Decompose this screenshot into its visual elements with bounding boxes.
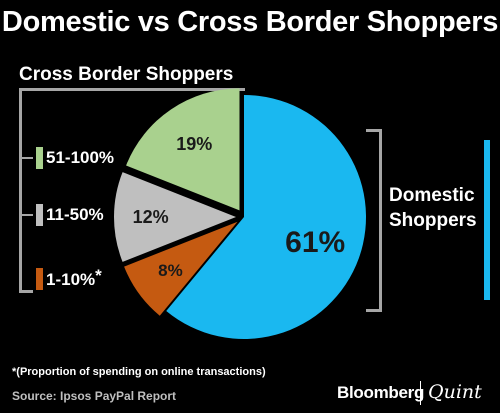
cross-border-label: Cross Border Shoppers xyxy=(19,64,234,85)
legend-swatch-low xyxy=(36,268,43,290)
domestic-label: Domestic Shoppers xyxy=(389,183,489,233)
legend-label-low: 1-10%* xyxy=(46,266,102,290)
domestic-bracket-top xyxy=(366,129,382,132)
pie-slice-51-100- xyxy=(126,88,240,211)
pie-slice-1-10- xyxy=(124,221,238,316)
pie-label-1-10-: 8% xyxy=(158,261,183,280)
pie-label-11-50-: 12% xyxy=(133,207,169,227)
quint-logo: Quint xyxy=(428,381,482,403)
footnote: *(Proportion of spending on online trans… xyxy=(12,366,266,378)
legend-swatch-high xyxy=(36,147,43,169)
cross-border-bracket-top xyxy=(19,88,245,91)
pie-slice-domestic-shoppers xyxy=(166,95,366,339)
legend-tick-1 xyxy=(19,157,33,159)
legend-label-mid: 11-50% xyxy=(46,205,104,224)
domestic-bracket-bottom xyxy=(366,309,382,312)
cross-border-bracket-vertical xyxy=(19,88,22,293)
legend-label-low-asterisk: * xyxy=(95,266,102,285)
domestic-label-line1: Domestic xyxy=(389,185,475,206)
pie-label-domestic-shoppers: 61% xyxy=(285,226,345,259)
cross-border-bracket-bottom xyxy=(19,290,33,293)
legend-tick-2 xyxy=(19,214,33,216)
pie-label-51-100-: 19% xyxy=(176,134,212,154)
brand-separator xyxy=(420,381,421,405)
pie-slice-11-50- xyxy=(114,172,236,262)
domestic-bracket-vertical xyxy=(379,129,382,312)
domestic-accent-bar xyxy=(484,140,490,300)
legend-label-low-text: 1-10% xyxy=(46,270,96,289)
source-note: Source: Ipsos PayPal Report xyxy=(12,389,177,403)
bloomberg-logo: Bloomberg xyxy=(337,383,425,402)
chart-title: Domestic vs Cross Border Shoppers xyxy=(1,6,499,38)
legend-swatch-mid xyxy=(36,204,43,226)
domestic-label-line2: Shoppers xyxy=(389,210,477,231)
legend-label-high: 51-100% xyxy=(46,148,115,167)
